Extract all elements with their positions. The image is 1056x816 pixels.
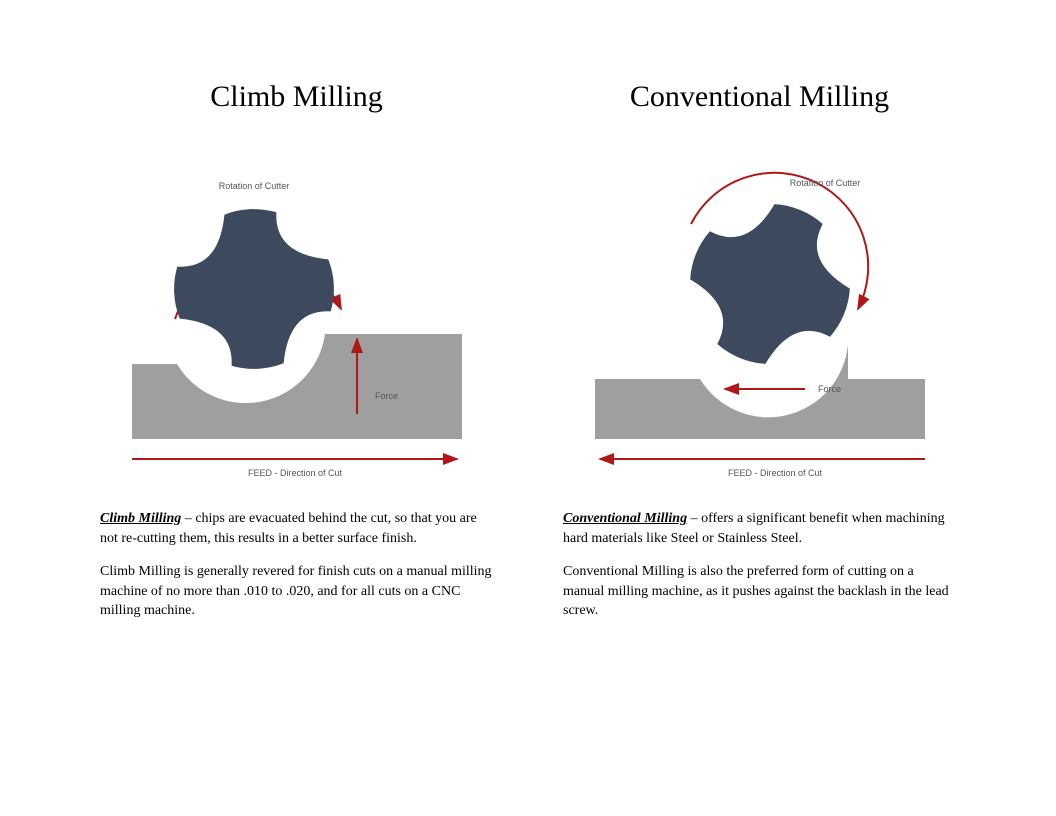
cutter-conventional: [663, 178, 875, 390]
svg-climb: Rotation of Cutter Force FEED - Directio…: [117, 164, 477, 484]
comparison-container: Climb Milling Rotation of Cutter: [100, 80, 956, 635]
rotation-label-climb: Rotation of Cutter: [218, 181, 289, 191]
term-conventional: Conventional Milling: [563, 511, 687, 526]
desc2-climb: Climb Milling is generally revered for f…: [100, 562, 493, 621]
feed-label-climb: FEED - Direction of Cut: [247, 468, 342, 478]
force-label-climb: Force: [375, 391, 398, 401]
panel-climb: Climb Milling Rotation of Cutter: [100, 80, 493, 635]
diagram-conventional: Rotation of Cutter Force FEED - Directio…: [563, 164, 956, 484]
title-conventional: Conventional Milling: [563, 80, 956, 114]
title-climb: Climb Milling: [100, 80, 493, 114]
svg-conventional: Rotation of Cutter Force FEED - Directio…: [580, 164, 940, 484]
panel-conventional: Conventional Milling Rotation of Cutter: [563, 80, 956, 635]
desc2-conventional: Conventional Milling is also the preferr…: [563, 562, 956, 621]
cutter-climb: [174, 209, 334, 369]
desc1-conventional: Conventional Milling – offers a signific…: [563, 509, 956, 548]
rotation-label-conventional: Rotation of Cutter: [789, 178, 860, 188]
diagram-climb: Rotation of Cutter Force FEED - Directio…: [100, 164, 493, 484]
desc1-climb: Climb Milling – chips are evacuated behi…: [100, 509, 493, 548]
workpiece-climb: [132, 334, 462, 439]
feed-label-conventional: FEED - Direction of Cut: [727, 468, 822, 478]
term-climb: Climb Milling: [100, 511, 181, 526]
force-label-conventional: Force: [818, 384, 841, 394]
